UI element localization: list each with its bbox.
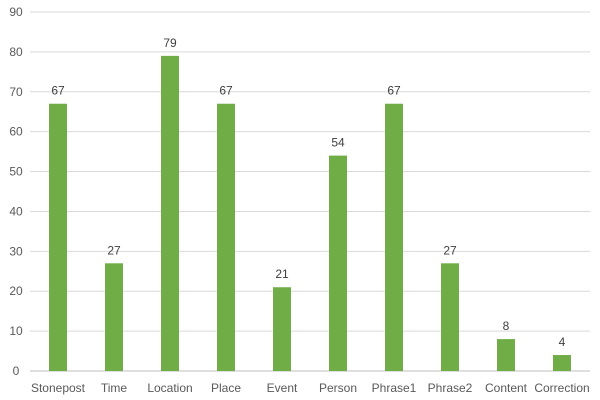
x-tick-label-phrase1: Phrase1 (372, 381, 417, 395)
bar-place (217, 103, 235, 371)
data-label-time: 27 (107, 243, 121, 257)
data-label-place: 67 (219, 84, 233, 98)
y-gridlines (30, 11, 590, 372)
y-tick-label: 50 (9, 165, 23, 179)
data-label-content: 8 (503, 319, 510, 333)
x-tick-label-event: Event (267, 381, 298, 395)
bar-correction (553, 355, 571, 371)
y-tick-label: 90 (9, 5, 23, 19)
x-tick-label-person: Person (319, 381, 357, 395)
bar-person (329, 155, 347, 371)
y-tick-label: 10 (9, 324, 23, 338)
data-label-phrase2: 27 (443, 243, 457, 257)
y-axis-tick-labels: 0 10 20 30 40 50 60 70 80 90 (9, 5, 23, 378)
y-tick-label: 80 (9, 45, 23, 59)
bar-event (273, 287, 291, 371)
y-tick-label: 30 (9, 244, 23, 258)
x-tick-label-place: Place (211, 381, 241, 395)
x-tick-label-stonepost: Stonepost (31, 381, 86, 395)
bar-phrase1 (385, 103, 403, 371)
data-label-event: 21 (275, 267, 289, 281)
data-label-correction: 4 (559, 335, 566, 349)
y-tick-label: 0 (13, 364, 20, 378)
x-axis-tick-labels: Stonepost Time Location Place Event Person Phr… (31, 381, 590, 395)
bar-phrase2 (441, 263, 459, 371)
bar-location (161, 55, 179, 371)
bar-stonepost (49, 103, 67, 371)
bar-time (105, 263, 123, 371)
x-tick-label-phrase2: Phrase2 (428, 381, 473, 395)
bar-content (497, 339, 515, 371)
x-tick-label-correction: Correction (534, 381, 589, 395)
data-label-stonepost: 67 (51, 84, 65, 98)
data-label-location: 79 (163, 36, 177, 50)
y-tick-label: 70 (9, 85, 23, 99)
y-tick-label: 20 (9, 284, 23, 298)
x-tick-label-time: Time (101, 381, 128, 395)
x-tick-label-location: Location (147, 381, 192, 395)
x-tick-label-content: Content (485, 381, 528, 395)
data-label-phrase1: 67 (387, 84, 401, 98)
data-label-person: 54 (331, 136, 345, 150)
data-labels: 67 27 79 67 21 54 67 27 8 4 (51, 36, 565, 349)
y-tick-label: 40 (9, 204, 23, 218)
y-tick-label: 60 (9, 125, 23, 139)
bar-series (49, 55, 571, 371)
